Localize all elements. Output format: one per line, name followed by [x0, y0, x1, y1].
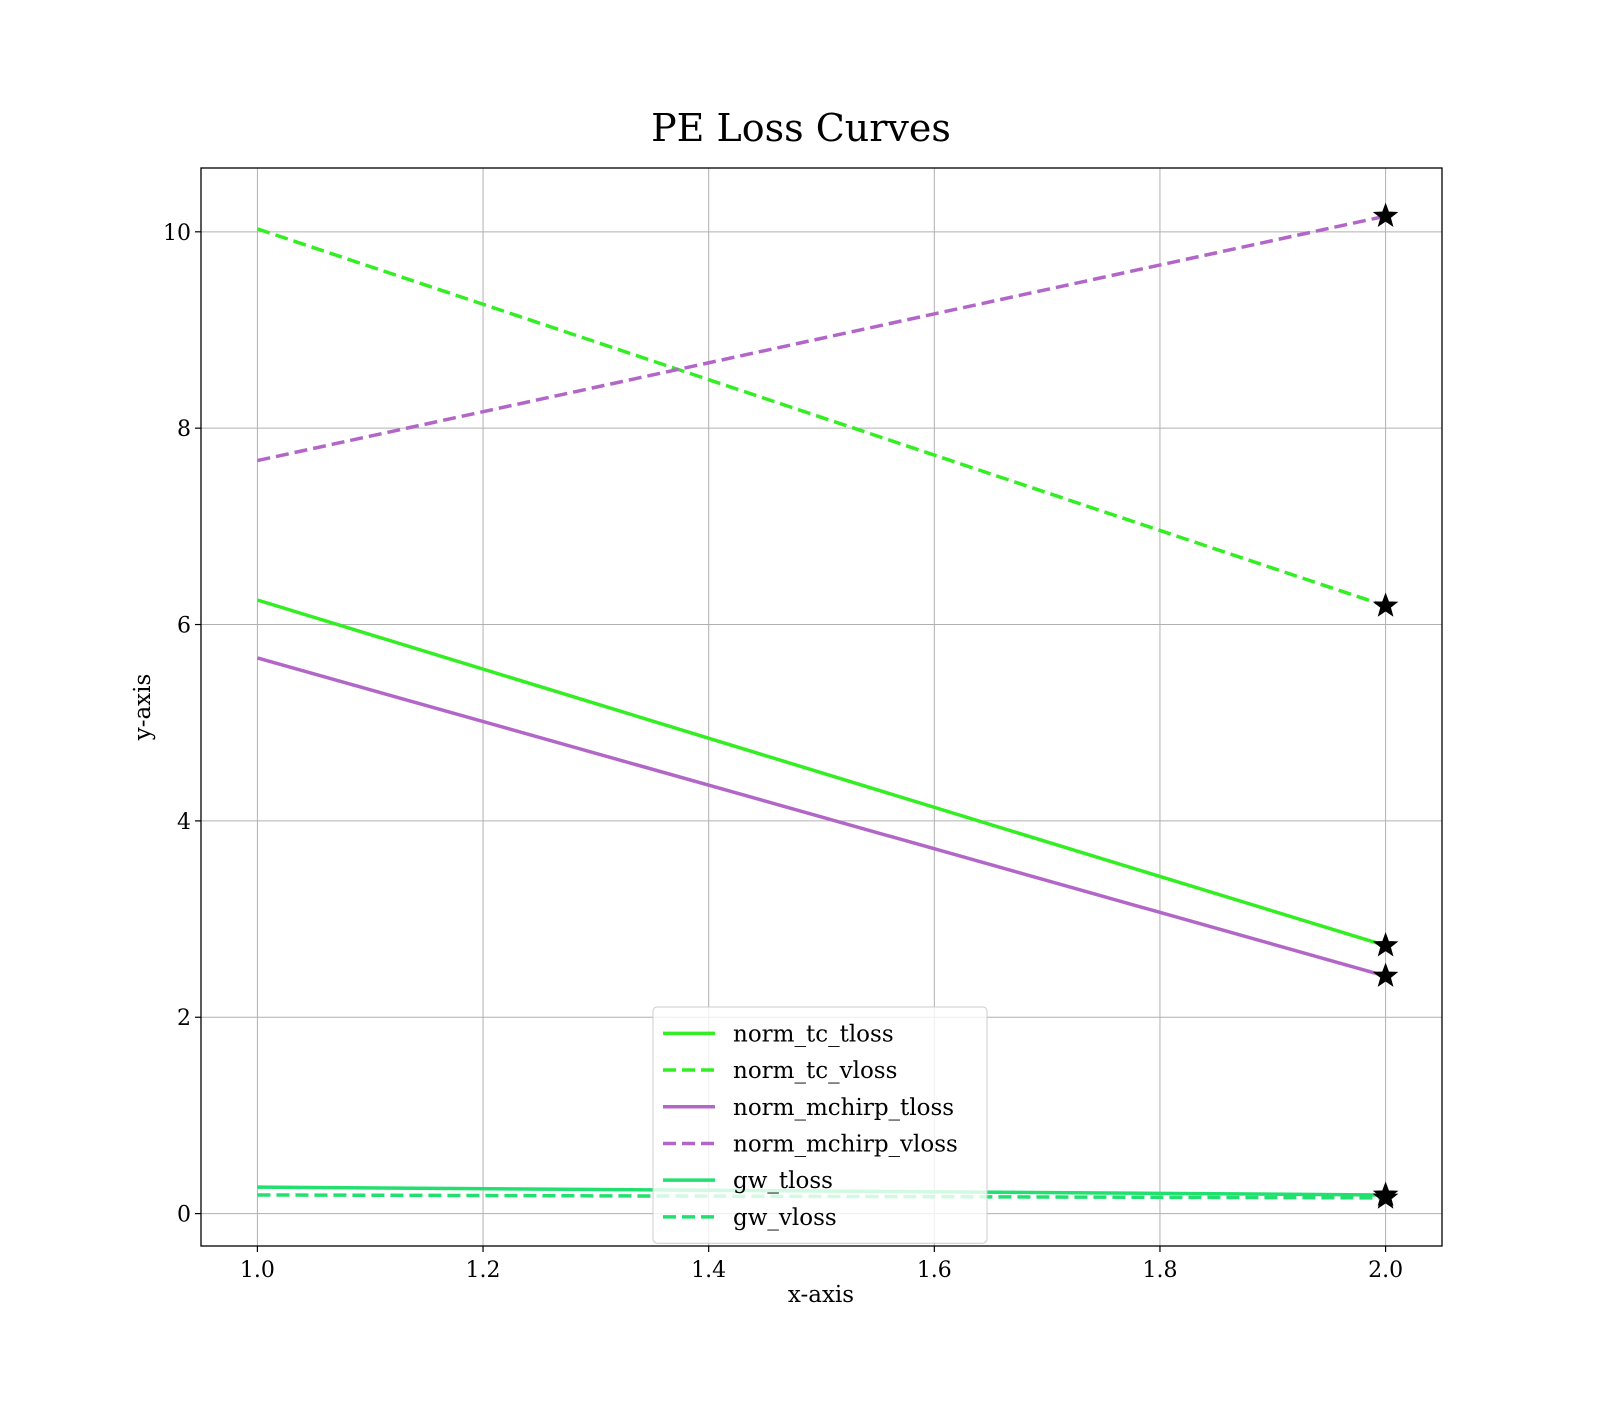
legend-label: norm_mchirp_tloss	[733, 1095, 954, 1121]
star-marker-gw-vloss	[1372, 1184, 1399, 1209]
y-tick-label: 10	[163, 221, 191, 246]
y-tick-label: 4	[177, 810, 191, 835]
x-tick-label: 2.0	[1368, 1258, 1403, 1283]
legend-label: norm_tc_tloss	[733, 1021, 894, 1047]
x-tick-label: 1.4	[691, 1258, 726, 1283]
x-axis-label: x-axis	[788, 1282, 854, 1308]
legend-label: norm_tc_vloss	[733, 1058, 897, 1084]
series-line-gw-vloss	[257, 1193, 1386, 1200]
x-tick-label: 1.0	[240, 1258, 275, 1283]
x-tick-label: 1.6	[917, 1258, 952, 1283]
series-line-norm-tc-vloss	[256, 227, 1387, 608]
series-line-norm-mchirp-tloss	[256, 656, 1387, 978]
legend-label: gw_tloss	[733, 1168, 833, 1194]
series-line-norm-mchirp-vloss	[257, 214, 1386, 463]
star-marker-norm-mchirp-vloss	[1372, 202, 1399, 227]
y-tick-label: 0	[177, 1203, 191, 1228]
plot-area-frame	[200, 167, 1443, 1247]
legend-label: norm_mchirp_vloss	[733, 1131, 958, 1157]
end-markers	[1372, 202, 1399, 1209]
star-marker-norm-tc-vloss	[1372, 592, 1399, 617]
star-marker-norm-mchirp-tloss	[1372, 962, 1399, 987]
x-tick-label: 1.8	[1142, 1258, 1177, 1283]
legend: norm_tc_tloss norm_tc_vloss norm_mchirp_tl…	[652, 1006, 988, 1244]
axis-ticks: 1.0 1.2 1.4 1.6 1.8 2.0 0 2 4 6 8 10	[163, 221, 1403, 1283]
legend-label: gw_vloss	[733, 1205, 837, 1231]
y-tick-label: 2	[177, 1006, 191, 1031]
chart-title: PE Loss Curves	[651, 106, 951, 150]
y-tick-label: 6	[177, 614, 191, 639]
legend-box	[652, 1006, 988, 1244]
y-tick-label: 8	[177, 417, 191, 442]
series-line-norm-tc-tloss	[256, 598, 1387, 948]
y-axis-label: y-axis	[130, 674, 156, 742]
x-tick-label: 1.2	[466, 1258, 501, 1283]
star-marker-norm-tc-tloss	[1372, 932, 1399, 957]
